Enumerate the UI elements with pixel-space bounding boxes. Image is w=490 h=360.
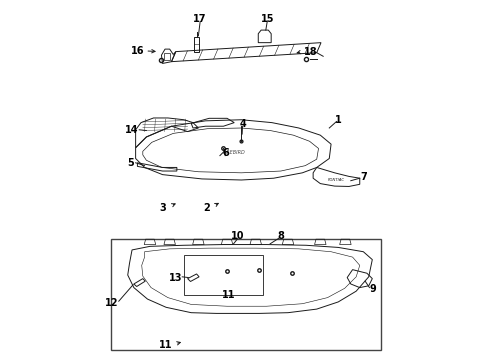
- Text: 1: 1: [335, 115, 342, 125]
- Text: 11: 11: [159, 340, 173, 350]
- Text: 12: 12: [105, 298, 119, 308]
- Text: 4: 4: [240, 120, 246, 129]
- Text: 5: 5: [127, 158, 134, 168]
- Text: 15: 15: [261, 14, 274, 24]
- Text: 17: 17: [194, 14, 207, 24]
- Text: 8: 8: [277, 231, 284, 240]
- Text: 10: 10: [231, 231, 245, 240]
- Text: 2: 2: [203, 203, 210, 213]
- Bar: [111, 239, 381, 350]
- Text: 13: 13: [169, 273, 183, 283]
- Text: 14: 14: [125, 125, 139, 135]
- Bar: [164, 53, 170, 60]
- Text: 11: 11: [222, 291, 236, 301]
- Text: PONTIAC: PONTIAC: [328, 178, 345, 182]
- Text: FIREBIRD: FIREBIRD: [223, 149, 245, 154]
- Text: 9: 9: [369, 284, 376, 294]
- Text: 6: 6: [222, 148, 229, 158]
- Text: 16: 16: [131, 46, 144, 56]
- Bar: [194, 37, 199, 51]
- Text: 7: 7: [360, 172, 367, 182]
- Bar: [184, 255, 263, 295]
- Text: 18: 18: [303, 46, 317, 57]
- Text: 3: 3: [160, 203, 167, 213]
